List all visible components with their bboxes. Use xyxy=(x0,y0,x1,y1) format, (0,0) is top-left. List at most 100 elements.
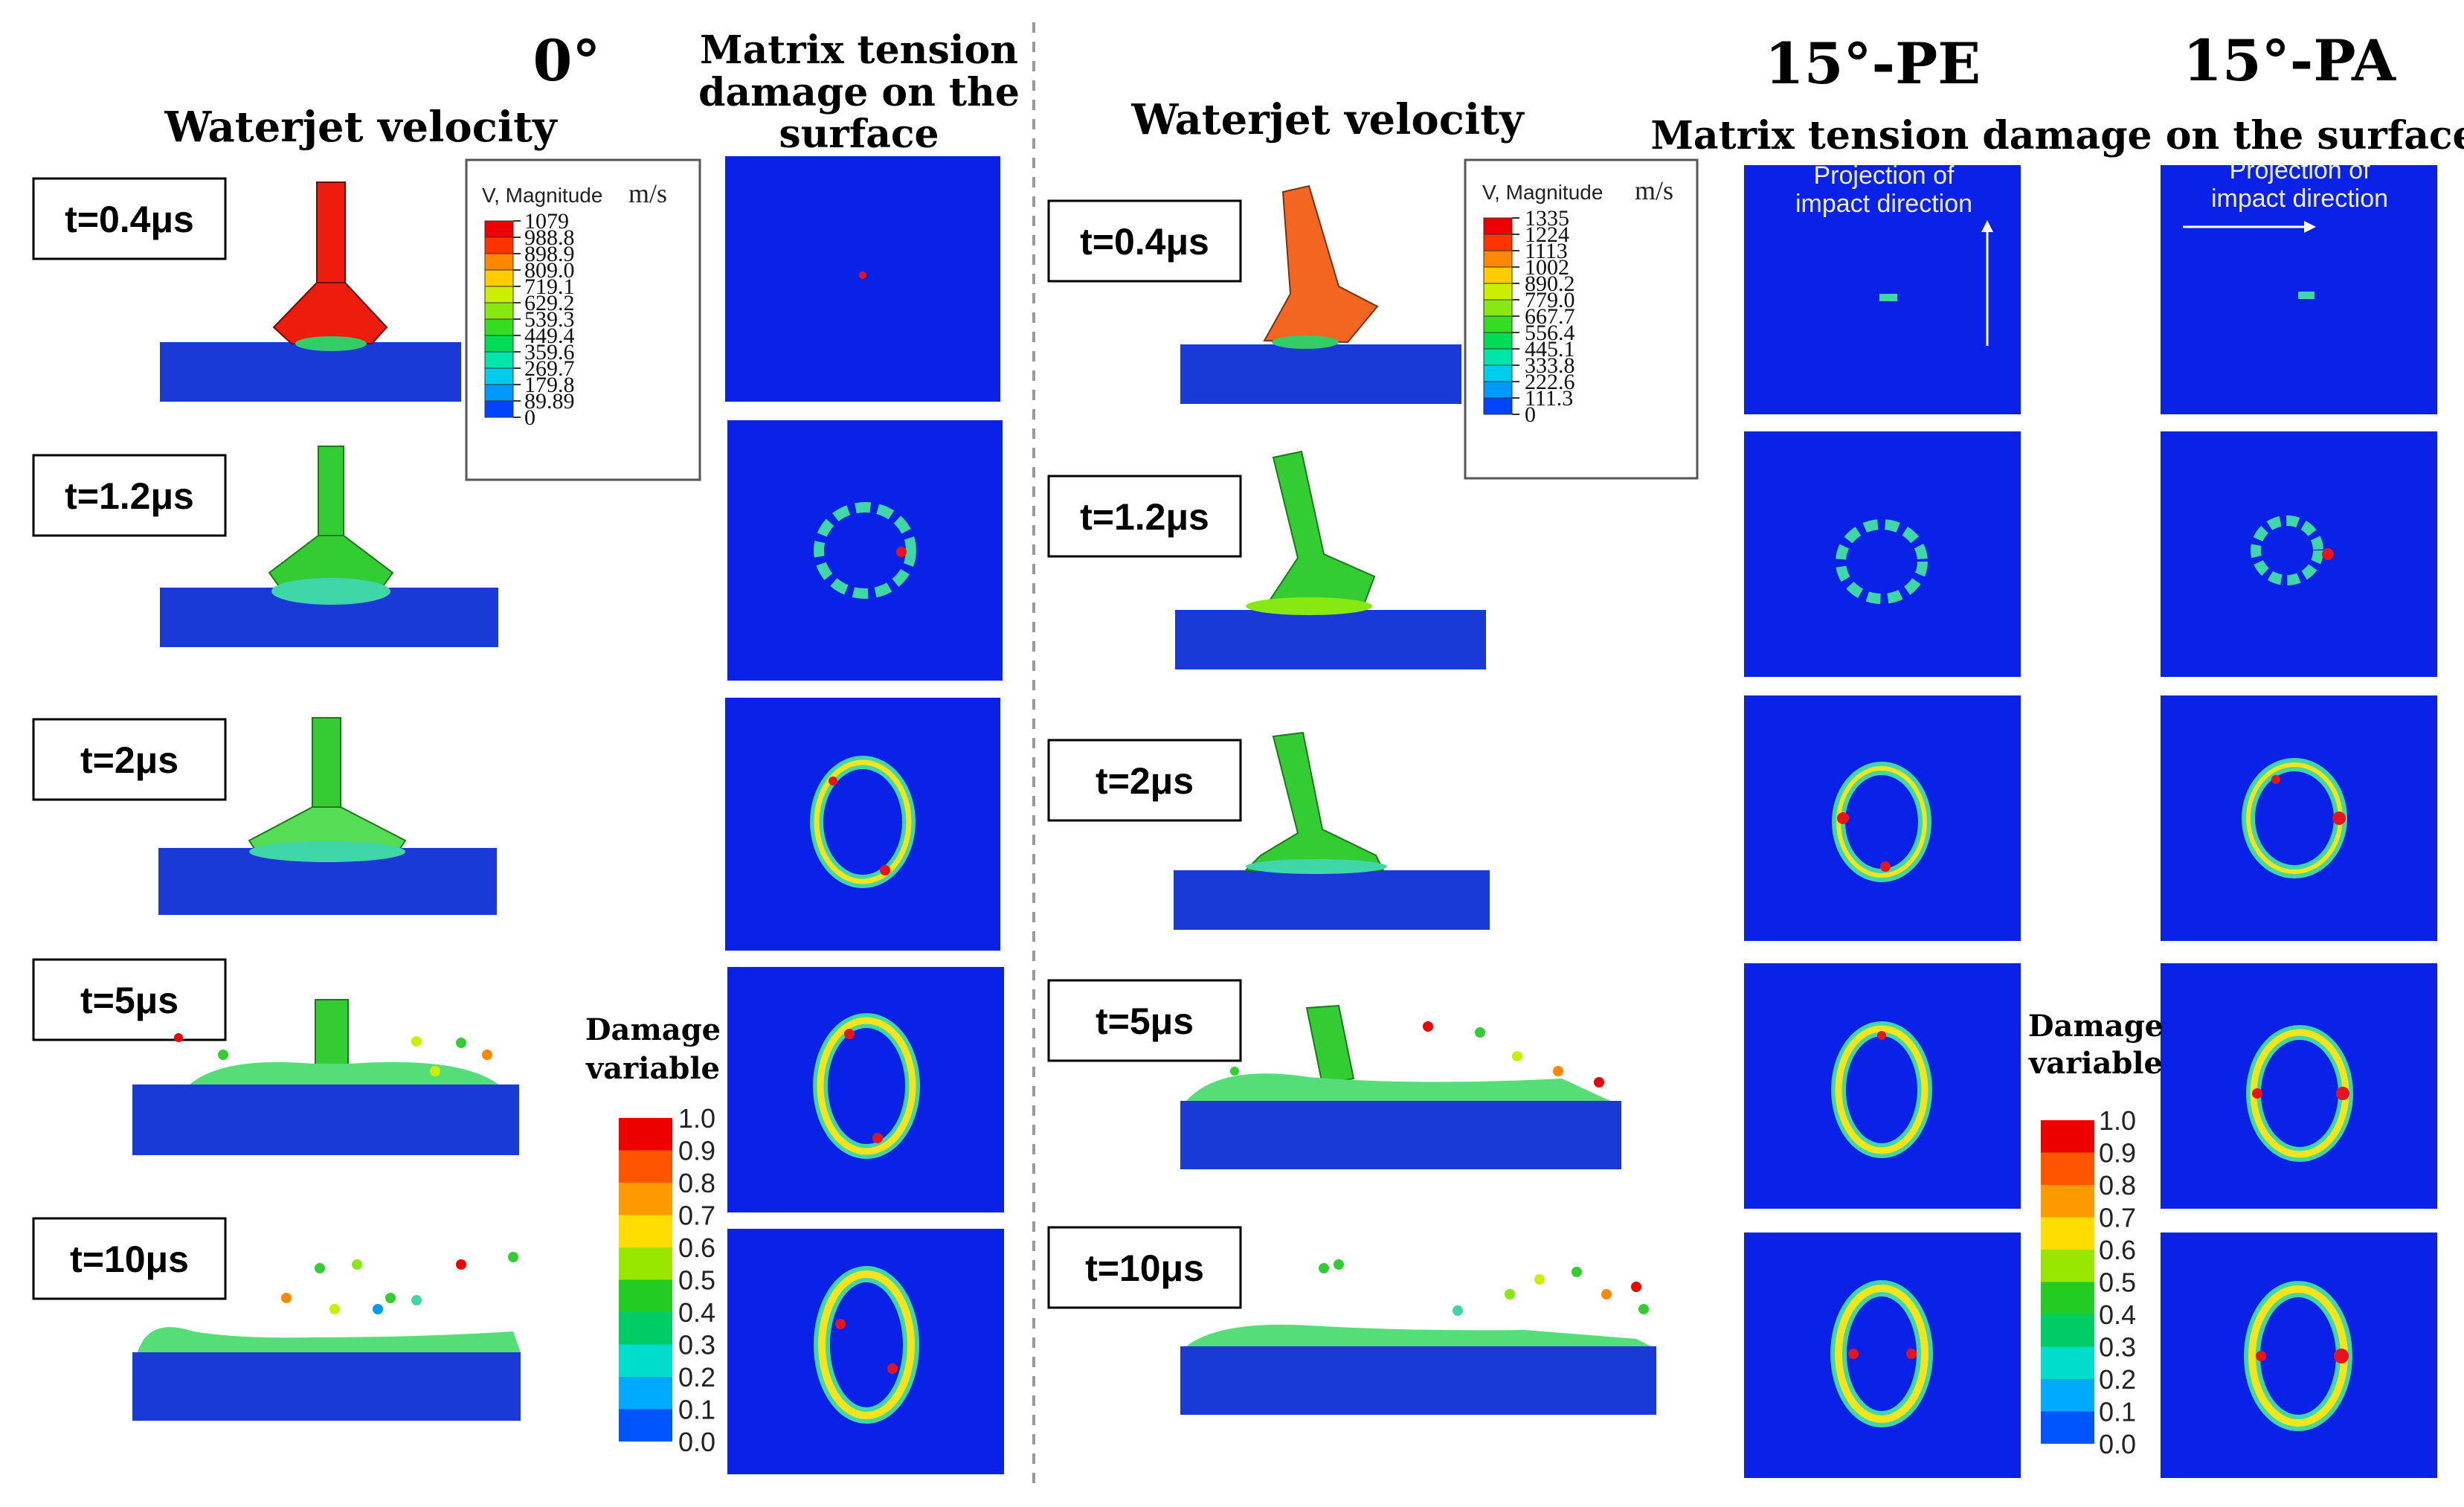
svg-text:t=2μs: t=2μs xyxy=(1096,760,1194,802)
damage-tick-label: 0.4 xyxy=(2099,1299,2136,1330)
legend-tick-label: 333.8 xyxy=(1525,353,1575,378)
legend-tick-label: 449.4 xyxy=(524,324,575,348)
damage-tick-label: 1.0 xyxy=(2099,1105,2136,1136)
left-legend-swatches xyxy=(484,220,514,418)
svg-text:Projection of: Projection of xyxy=(1814,161,1955,190)
pe-damage-panels: Projection of impact direction xyxy=(1744,161,2021,1478)
svg-text:t=0.4μs: t=0.4μs xyxy=(1080,221,1209,263)
damage-swatch xyxy=(619,1215,672,1247)
svg-text:m/s: m/s xyxy=(628,179,667,208)
legend-tick-label: 890.2 xyxy=(1525,271,1575,296)
right-jet-frame-1 xyxy=(1180,184,1461,404)
damage-swatch xyxy=(619,1377,672,1410)
damage-swatch xyxy=(2041,1250,2094,1282)
right-time-label-2: t=1.2μs xyxy=(1047,475,1242,558)
left-time-labels: t=0.4μs t=1.2μs t=2μs t=5μs t=10μs xyxy=(32,177,227,1300)
svg-text:t=10μs: t=10μs xyxy=(70,1238,189,1280)
damage-tick-label: 0.7 xyxy=(678,1201,715,1231)
legend-tick-label: 1079 xyxy=(524,209,569,234)
legend-tick-label: 719.1 xyxy=(524,274,575,299)
svg-text:Projection of: Projection of xyxy=(2230,156,2371,184)
right-velocity-title: Waterjet velocity xyxy=(1130,95,1525,144)
legend-tick-label: 988.8 xyxy=(524,225,575,250)
svg-text:m/s: m/s xyxy=(1635,176,1673,205)
svg-text:V, Magnitude: V, Magnitude xyxy=(1482,181,1603,204)
left-jet-frame-1 xyxy=(160,181,461,402)
legend-swatch xyxy=(484,367,514,385)
right-damage-swatches xyxy=(2041,1120,2094,1444)
svg-text:impact direction: impact direction xyxy=(1795,190,1972,218)
pe-damage-panel-3 xyxy=(1744,695,2021,941)
svg-text:t=5μs: t=5μs xyxy=(1096,1000,1194,1042)
right-jet-frame-3 xyxy=(1174,731,1490,930)
right-velocity-legend: V, Magnitude m/s 1335122411131002890.277… xyxy=(1464,158,1699,480)
damage-swatch xyxy=(2041,1120,2094,1153)
legend-tick-label: 779.0 xyxy=(1525,288,1575,312)
legend-swatch xyxy=(1483,217,1513,235)
damage-tick-label: 0.6 xyxy=(678,1233,715,1263)
right-time-label-5: t=10μs xyxy=(1047,1226,1242,1309)
left-damage-title-line2: damage on the xyxy=(698,70,1020,115)
svg-text:t=2μs: t=2μs xyxy=(80,739,178,781)
left-jet-frame-5 xyxy=(132,1252,521,1421)
left-damage-swatches xyxy=(619,1118,672,1442)
legend-swatch xyxy=(1483,234,1513,251)
legend-tick-label: 898.9 xyxy=(524,242,575,266)
pa-damage-panel-2 xyxy=(2161,431,2437,677)
legend-tick-label: 667.7 xyxy=(1525,304,1575,329)
left-legend-labels: 1079988.8898.9809.0719.1629.2539.3449.43… xyxy=(513,209,575,430)
right-time-label-4: t=5μs xyxy=(1047,979,1242,1062)
legend-swatch xyxy=(484,269,514,287)
legend-tick-label: 809.0 xyxy=(524,258,575,283)
svg-text:variable: variable xyxy=(2028,1046,2163,1081)
pe-damage-panel-5 xyxy=(1744,1233,2021,1478)
right-jet-frame-2 xyxy=(1175,450,1486,669)
damage-tick-label: 0.4 xyxy=(678,1297,715,1328)
right-waterjet-frames xyxy=(1174,184,1656,1415)
legend-tick-label: 1002 xyxy=(1525,255,1569,280)
legend-tick-label: 1335 xyxy=(1525,206,1569,231)
legend-tick-label: 222.6 xyxy=(1525,370,1575,394)
legend-swatch xyxy=(1483,332,1513,350)
legend-swatch xyxy=(1483,348,1513,366)
legend-tick-label: 1113 xyxy=(1525,239,1568,263)
legend-tick-label: 629.2 xyxy=(524,291,575,315)
damage-tick-label: 0.2 xyxy=(678,1362,715,1392)
right-angle-pa-label: 15°-PA xyxy=(2183,28,2396,94)
legend-swatch xyxy=(1483,381,1513,399)
svg-text:t=1.2μs: t=1.2μs xyxy=(1080,496,1209,538)
damage-swatch xyxy=(619,1183,672,1215)
legend-tick-label: 89.89 xyxy=(524,389,575,414)
legend-tick-label: 0 xyxy=(524,405,535,430)
legend-swatch xyxy=(1483,364,1513,382)
legend-swatch xyxy=(1483,283,1513,301)
left-velocity-title: Waterjet velocity xyxy=(164,103,558,152)
damage-tick-label: 0.0 xyxy=(2099,1429,2136,1459)
legend-swatch xyxy=(484,302,514,320)
damage-tick-label: 0.1 xyxy=(2099,1397,2136,1427)
legend-swatch xyxy=(1483,315,1513,333)
svg-text:V, Magnitude: V, Magnitude xyxy=(482,184,602,207)
left-time-label-5: t=10μs xyxy=(32,1217,227,1300)
damage-tick-label: 0.9 xyxy=(678,1136,715,1166)
damage-swatch xyxy=(2041,1346,2094,1379)
damage-swatch xyxy=(2041,1152,2094,1185)
legend-tick-label: 0 xyxy=(1525,402,1536,427)
damage-swatch xyxy=(2041,1282,2094,1314)
damage-swatch xyxy=(2041,1217,2094,1250)
legend-swatch xyxy=(484,253,514,271)
damage-tick-label: 0.5 xyxy=(678,1265,715,1296)
svg-text:Damage: Damage xyxy=(2028,1009,2164,1044)
damage-tick-label: 0.6 xyxy=(2099,1235,2136,1265)
legend-swatch xyxy=(484,400,514,418)
svg-text:t=1.2μs: t=1.2μs xyxy=(65,475,194,517)
left-time-label-3: t=2μs xyxy=(32,718,227,801)
damage-tick-label: 1.0 xyxy=(678,1103,715,1134)
legend-tick-label: 359.6 xyxy=(524,340,575,364)
right-jet-frame-4 xyxy=(1180,1004,1621,1169)
pa-damage-panels: Projection of impact direction xyxy=(2161,156,2437,1478)
damage-tick-label: 0.8 xyxy=(678,1168,715,1198)
right-time-label-1: t=0.4μs xyxy=(1047,199,1242,283)
legend-tick-label: 539.3 xyxy=(524,307,575,332)
